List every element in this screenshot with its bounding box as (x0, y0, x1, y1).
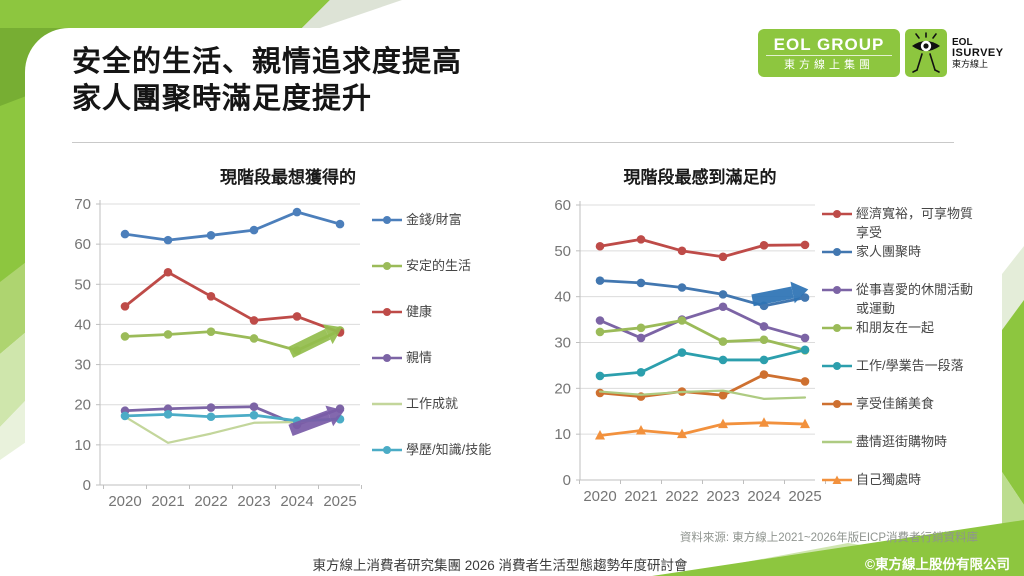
svg-text:30: 30 (74, 357, 91, 374)
legend-label: 家人團聚時 (856, 244, 922, 259)
legend-label: 工作成就 (406, 396, 459, 411)
footer-event-title: 東方線上消費者研究集團 2026 消費者生活型態趨勢年度研討會 (312, 558, 688, 573)
legend-item: 工作/學業告一段落 (822, 356, 984, 394)
legend-item: 家人團聚時 (822, 242, 984, 280)
svg-text:50: 50 (554, 243, 571, 260)
eol-group-logo-cn: 東方線上集團 (766, 54, 892, 72)
slide-title-line2: 家人團聚時滿足度提升 (72, 83, 373, 115)
legend-marker-icon (822, 475, 852, 484)
legend-label: 安定的生活 (406, 258, 472, 273)
isurvey-line3: 東方線上 (952, 58, 989, 69)
svg-text:2025: 2025 (788, 488, 821, 505)
legend-marker-icon (822, 286, 852, 294)
right-chart-legend: 經濟寬裕，可享物質享受家人團聚時從事喜愛的休閒活動或運動和朋友在一起工作/學業告… (822, 204, 984, 508)
trend-arrow (751, 281, 809, 307)
legend-item: 自己獨處時 (822, 470, 984, 508)
svg-text:2021: 2021 (151, 493, 184, 510)
legend-marker-icon (372, 402, 402, 406)
svg-text:2023: 2023 (706, 488, 739, 505)
legend-item: 和朋友在一起 (822, 318, 984, 356)
company-logo: EOL GROUP 東方線上集團 EOL ISURVEY (758, 29, 1004, 77)
legend-marker-icon (822, 324, 852, 332)
svg-text:10: 10 (74, 437, 91, 454)
svg-text:2020: 2020 (583, 488, 616, 505)
svg-text:0: 0 (83, 477, 91, 494)
trend-arrow (288, 405, 345, 437)
eol-isurvey-logo: EOL ISURVEY 東方線上 (952, 29, 1004, 77)
legend-label: 金錢/財富 (406, 212, 462, 227)
legend-item: 學歷/知識/技能 (372, 440, 508, 486)
svg-text:2024: 2024 (747, 488, 780, 505)
satisfaction-line-chart: 0 10 20 30 40 50 60 2020 2021 2022 2023 2024 2025 (554, 197, 826, 505)
legend-marker-icon (822, 440, 852, 444)
svg-text:50: 50 (74, 276, 91, 293)
legend-marker-icon (372, 354, 402, 362)
svg-text:20: 20 (74, 397, 91, 414)
legend-item: 享受佳餚美食 (822, 394, 984, 432)
legend-item: 工作成就 (372, 394, 508, 440)
svg-text:2024: 2024 (280, 493, 313, 510)
legend-marker-icon (372, 216, 402, 224)
eol-group-logo-text: EOL GROUP (773, 34, 885, 54)
legend-label: 從事喜愛的休閒活動或運動 (856, 282, 974, 316)
svg-text:2023: 2023 (237, 493, 270, 510)
legend-marker-icon (372, 446, 402, 454)
legend-marker-icon (822, 210, 852, 218)
legend-label: 工作/學業告一段落 (856, 358, 964, 373)
svg-text:10: 10 (554, 426, 571, 443)
isurvey-line1: EOL (952, 36, 973, 48)
legend-item: 健康 (372, 302, 508, 348)
svg-text:40: 40 (74, 316, 91, 333)
legend-label: 和朋友在一起 (856, 320, 935, 335)
legend-item: 經濟寬裕，可享物質享受 (822, 204, 984, 242)
wants-line-chart: 0 10 20 30 40 50 60 70 2020 2021 2022 2023 2024 2025 (74, 196, 362, 510)
legend-item: 盡情逛街購物時 (822, 432, 984, 470)
eol-group-logo: EOL GROUP 東方線上集團 (758, 29, 900, 77)
legend-marker-icon (372, 308, 402, 316)
legend-marker-icon (822, 248, 852, 256)
title-divider (72, 142, 954, 143)
slide-title: 安全的生活、親情追求度提高 家人團聚時滿足度提升 (72, 44, 772, 118)
legend-label: 經濟寬裕，可享物質享受 (856, 206, 974, 240)
right-chart-title: 現階段最感到滿足的 (623, 168, 777, 187)
svg-text:2025: 2025 (323, 493, 356, 510)
svg-text:40: 40 (554, 289, 571, 306)
legend-item: 親情 (372, 348, 508, 394)
svg-text:20: 20 (554, 380, 571, 397)
legend-item: 金錢/財富 (372, 210, 508, 256)
slide-title-line1: 安全的生活、親情追求度提高 (72, 46, 463, 78)
legend-label: 學歷/知識/技能 (406, 442, 492, 457)
legend-marker-icon (822, 400, 852, 408)
legend-label: 健康 (406, 304, 433, 319)
svg-text:2022: 2022 (665, 488, 698, 505)
trend-arrow (287, 324, 343, 358)
legend-label: 享受佳餚美食 (856, 396, 935, 411)
svg-text:30: 30 (554, 335, 571, 352)
legend-label: 自己獨處時 (856, 472, 922, 487)
svg-text:70: 70 (74, 196, 91, 213)
legend-label: 盡情逛街購物時 (856, 434, 948, 449)
svg-text:2021: 2021 (624, 488, 657, 505)
legend-marker-icon (822, 362, 852, 370)
left-chart-legend: 金錢/財富安定的生活健康親情工作成就學歷/知識/技能 (372, 210, 508, 486)
footer-copyright: ©東方線上股份有限公司 (865, 557, 1010, 572)
svg-text:0: 0 (563, 472, 571, 489)
legend-item: 從事喜愛的休閒活動或運動 (822, 280, 984, 318)
svg-text:2020: 2020 (108, 493, 141, 510)
legend-marker-icon (372, 262, 402, 270)
eye-creature-icon (905, 29, 947, 77)
left-chart-title: 現階段最想獲得的 (220, 168, 356, 187)
svg-text:2022: 2022 (194, 493, 227, 510)
legend-label: 親情 (406, 350, 433, 365)
isurvey-line2: ISURVEY (952, 46, 1004, 59)
svg-text:60: 60 (74, 236, 91, 253)
data-source-note: 資料來源: 東方線上2021~2026年版EICP消費者行銷資料庫 (679, 532, 978, 544)
legend-item: 安定的生活 (372, 256, 508, 302)
svg-text:60: 60 (554, 197, 571, 214)
